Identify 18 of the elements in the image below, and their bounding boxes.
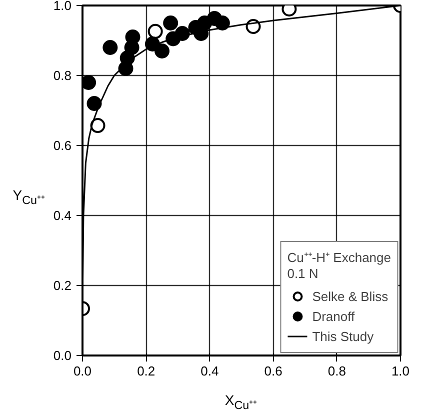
legend-title: Cu⁺⁺-H⁺ Exchange 0.1 N	[287, 249, 391, 281]
x-tick-label: 0.8	[328, 364, 346, 378]
y-axis-title: Y$_{Cu⁺⁺}$	[12, 186, 45, 210]
x-tick-label: 0.0	[73, 364, 92, 378]
y-tick-label: 0.6	[53, 138, 72, 153]
x-tick-label: 0.4	[200, 364, 219, 378]
y-tick-label: 0.8	[53, 68, 72, 83]
x-axis-title: X$_{Cu⁺⁺}$	[224, 390, 258, 414]
legend-label: Dranoff	[312, 308, 355, 324]
x-tick-label: 0.6	[264, 364, 282, 378]
y-tick-label: 0.0	[53, 348, 72, 363]
y-tick-label: 1.0	[53, 0, 72, 13]
y-tick-label: 0.4	[53, 208, 72, 223]
x-tick-label: 0.2	[137, 364, 156, 378]
legend-label: This Study	[312, 328, 374, 344]
legend-label: Selke & Bliss	[312, 288, 388, 304]
y-tick-label: 0.2	[53, 278, 72, 293]
x-tick-label: 1.0	[391, 364, 410, 378]
